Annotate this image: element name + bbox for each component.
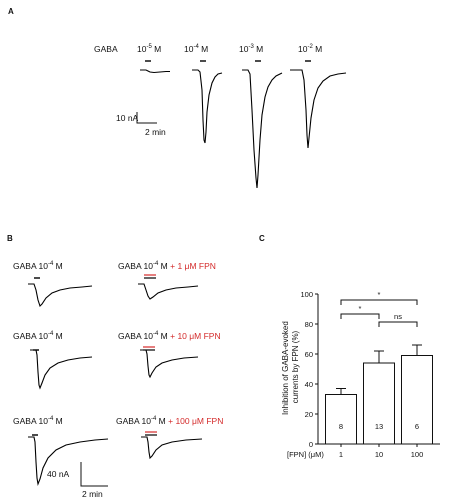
significance-label: * (378, 290, 381, 299)
trace-control-row-2 (30, 349, 93, 390)
scale-time-label-b: 2 min (82, 489, 103, 499)
significance-label: ns (394, 312, 402, 321)
x-tick-label: 1 (339, 450, 343, 459)
trace-control-row-3 (28, 436, 109, 487)
scale-bar-b (80, 462, 108, 487)
scale-current-label-a: 10 nA (116, 113, 139, 123)
bar (325, 394, 357, 445)
trace-fpn-10 (140, 349, 199, 379)
panel-a-gaba-label: GABA (94, 44, 118, 54)
x-tick-label: 100 (411, 450, 424, 459)
x-tick-label: 10 (375, 450, 383, 459)
trace-fpn-100 (141, 436, 203, 460)
panel-a-conc-2: 10-4 M (184, 44, 208, 54)
y-tick-label: 60 (305, 350, 313, 359)
scale-bar-a (136, 112, 157, 124)
trace-gaba-1e-2 (290, 69, 347, 149)
panel-b-letter: B (7, 234, 13, 243)
scale-time-label-a: 2 min (145, 127, 166, 137)
y-tick-label: 40 (305, 380, 313, 389)
significance-bracket (340, 299, 418, 305)
trace-fpn-1 (138, 283, 199, 300)
label-control-row-3: GABA 10-4 M (13, 416, 63, 426)
bar (363, 362, 395, 445)
y-axis-label: Inhibition of GABA-evoked currents by FP… (281, 319, 300, 415)
trace-gaba-1e-4 (192, 69, 223, 144)
label-control-row-1: GABA 10-4 M (13, 261, 63, 271)
panel-a-letter: A (8, 7, 14, 16)
y-tick-label: 100 (300, 290, 313, 299)
panel-a-conc-1: 10-5 M (137, 44, 161, 54)
significance-bracket (340, 313, 380, 319)
significance-bracket (378, 321, 418, 327)
inhibition-bar-chart: Inhibition of GABA-evoked currents by FP… (281, 290, 440, 459)
bar-n-label: 13 (375, 422, 383, 431)
significance-label: * (359, 304, 362, 313)
panel-a-conc-4: 10-2 M (298, 44, 322, 54)
y-tick-label: 0 (309, 440, 313, 449)
trace-control-row-1 (28, 283, 93, 308)
bar-n-label: 6 (415, 422, 419, 431)
trace-gaba-1e-5 (140, 69, 170, 74)
y-tick-label: 80 (305, 320, 313, 329)
x-axis-label: [FPN] (μM) (287, 450, 324, 459)
label-treated-row-3: GABA 10-4 M + 100 μM FPN (116, 416, 223, 426)
panel-c-letter: C (259, 234, 265, 243)
trace-gaba-1e-3 (242, 69, 283, 189)
scale-current-label-b: 40 nA (47, 469, 70, 479)
panel-a-conc-3: 10-3 M (239, 44, 263, 54)
label-control-row-2: GABA 10-4 M (13, 331, 63, 341)
bar-n-label: 8 (339, 422, 343, 431)
bar (401, 355, 433, 445)
label-treated-row-2: GABA 10-4 M + 10 μM FPN (118, 331, 221, 341)
y-tick-label: 20 (305, 410, 313, 419)
label-treated-row-1: GABA 10-4 M + 1 μM FPN (118, 261, 216, 271)
